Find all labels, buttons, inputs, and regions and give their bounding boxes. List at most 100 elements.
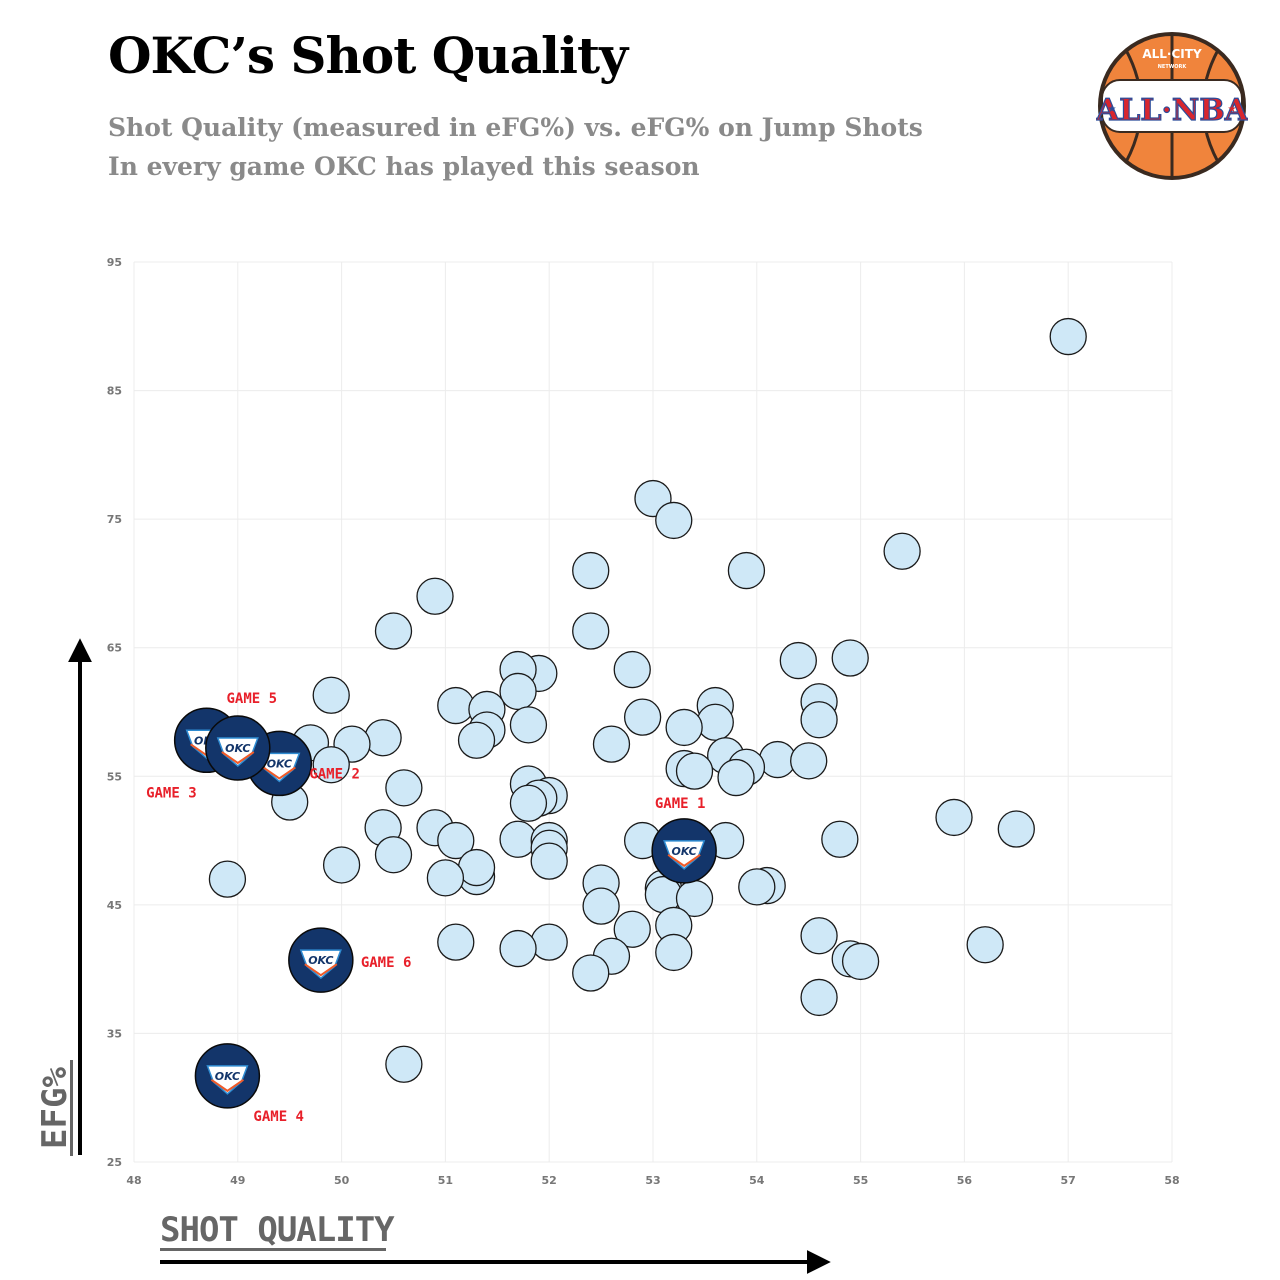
data-point xyxy=(385,769,423,807)
okc-game-point: OKC GAME 4 xyxy=(194,1043,304,1125)
y-tick-label: 85 xyxy=(107,385,122,398)
okc-shield-stripe xyxy=(304,963,338,977)
data-point xyxy=(800,978,838,1017)
data-point xyxy=(1049,317,1087,356)
game-label: GAME 3 xyxy=(146,785,197,801)
data-point xyxy=(374,836,413,874)
x-tick-label: 54 xyxy=(749,1174,765,1187)
data-point xyxy=(364,719,402,757)
okc-logo-text: OKC xyxy=(308,954,333,967)
y-tick-label: 55 xyxy=(107,770,122,783)
data-point xyxy=(831,639,869,677)
data-point xyxy=(935,798,973,837)
data-point xyxy=(416,577,454,615)
x-tick-label: 57 xyxy=(1061,1174,1076,1187)
chart-subtitle-line-1: Shot Quality (measured in eFG%) vs. eFG%… xyxy=(108,113,923,142)
data-point xyxy=(800,917,838,955)
okc-game-point: OKC GAME 1 xyxy=(651,796,717,884)
y-axis-label: EFG% xyxy=(35,1067,75,1149)
x-tick-label: 58 xyxy=(1164,1174,1179,1187)
data-point xyxy=(499,672,537,711)
logo-small-text: NETWORK xyxy=(1158,64,1188,70)
data-point xyxy=(966,926,1004,964)
x-tick-label: 52 xyxy=(542,1174,557,1187)
x-tick-label: 50 xyxy=(334,1174,350,1187)
okc-game-points: OKC GAME 1 OKC GAME 2 OKC GAME 3 OKC GAME 4 OKC G… xyxy=(146,691,717,1125)
game-label: GAME 1 xyxy=(655,796,706,812)
okc-shield-icon xyxy=(299,949,342,980)
x-tick-label: 56 xyxy=(957,1174,973,1187)
data-point xyxy=(738,868,776,906)
x-tick-label: 49 xyxy=(230,1174,245,1187)
data-point xyxy=(592,725,631,763)
data-point xyxy=(717,758,755,797)
data-point xyxy=(385,1045,423,1083)
okc-logo-text: OKC xyxy=(672,845,697,858)
okc-game-point: OKC GAME 6 xyxy=(288,927,411,993)
okc-shield-stripe xyxy=(210,1079,244,1093)
data-point xyxy=(613,910,651,948)
logo-top-text: ALL·CITY xyxy=(1142,47,1202,61)
tick-labels: 48 49 50 51 52 53 54 55 56 57 58 25 35 45 55 65 75 85 95 xyxy=(107,256,1180,1187)
game-label: GAME 2 xyxy=(309,766,360,782)
game-label: GAME 4 xyxy=(253,1109,304,1125)
data-point xyxy=(883,532,921,570)
game-label: GAME 5 xyxy=(227,691,278,707)
data-point xyxy=(374,612,413,650)
logo-banner xyxy=(1101,79,1243,133)
data-point xyxy=(457,721,496,759)
data-point xyxy=(790,742,828,780)
y-axis-label-underline xyxy=(70,1060,73,1156)
data-point xyxy=(665,708,703,747)
data-point xyxy=(437,821,475,860)
data-point xyxy=(322,846,361,884)
data-point xyxy=(437,686,475,725)
y-tick-label: 75 xyxy=(107,513,122,526)
data-point xyxy=(509,784,548,822)
y-tick-label: 35 xyxy=(107,1027,122,1040)
data-point xyxy=(530,842,568,880)
y-tick-label: 45 xyxy=(107,899,122,912)
okc-shield-stripe xyxy=(262,766,296,780)
data-point xyxy=(696,703,734,741)
data-point xyxy=(613,650,651,689)
data-point xyxy=(530,923,568,961)
x-axis-label: SHOT QUALITY xyxy=(160,1210,395,1250)
y-tick-label: 95 xyxy=(107,256,122,269)
data-point xyxy=(572,954,610,992)
data-point xyxy=(727,551,766,590)
x-axis-label-underline xyxy=(160,1248,386,1251)
logo-star-left: ★ xyxy=(1108,104,1117,115)
okc-logo-text: OKC xyxy=(215,1070,240,1083)
logo-star-right: ★ xyxy=(1228,104,1237,115)
data-points xyxy=(208,317,1087,1083)
okc-logo-text: OKC xyxy=(267,757,292,770)
okc-shield-icon xyxy=(216,737,259,767)
data-point xyxy=(208,860,247,898)
okc-shield-stripe xyxy=(221,751,255,765)
data-point xyxy=(675,752,714,790)
data-point xyxy=(821,820,859,858)
data-point xyxy=(582,887,620,925)
okc-game-point: OKC GAME 5 xyxy=(205,691,278,781)
y-tick-label: 65 xyxy=(107,642,122,655)
all-nba-basketball-logo: ALL·CITY NETWORK ALL·NBA ★ ★ xyxy=(1096,32,1248,180)
data-point xyxy=(312,676,350,714)
okc-shield-icon xyxy=(206,1065,249,1095)
okc-logo-text: OKC xyxy=(225,742,250,755)
x-tick-label: 51 xyxy=(438,1174,453,1187)
data-point xyxy=(572,551,610,590)
data-point xyxy=(623,698,662,736)
data-point xyxy=(572,612,610,650)
x-tick-label: 48 xyxy=(126,1174,141,1187)
data-point xyxy=(800,701,838,739)
okc-shield-icon xyxy=(663,840,706,870)
data-point xyxy=(426,859,465,897)
x-tick-label: 55 xyxy=(853,1174,868,1187)
data-point xyxy=(457,848,496,887)
data-point xyxy=(437,923,475,961)
x-tick-label: 53 xyxy=(645,1174,660,1187)
logo-main-text: ALL·NBA xyxy=(1096,93,1248,128)
okc-shield-stripe xyxy=(667,854,701,868)
